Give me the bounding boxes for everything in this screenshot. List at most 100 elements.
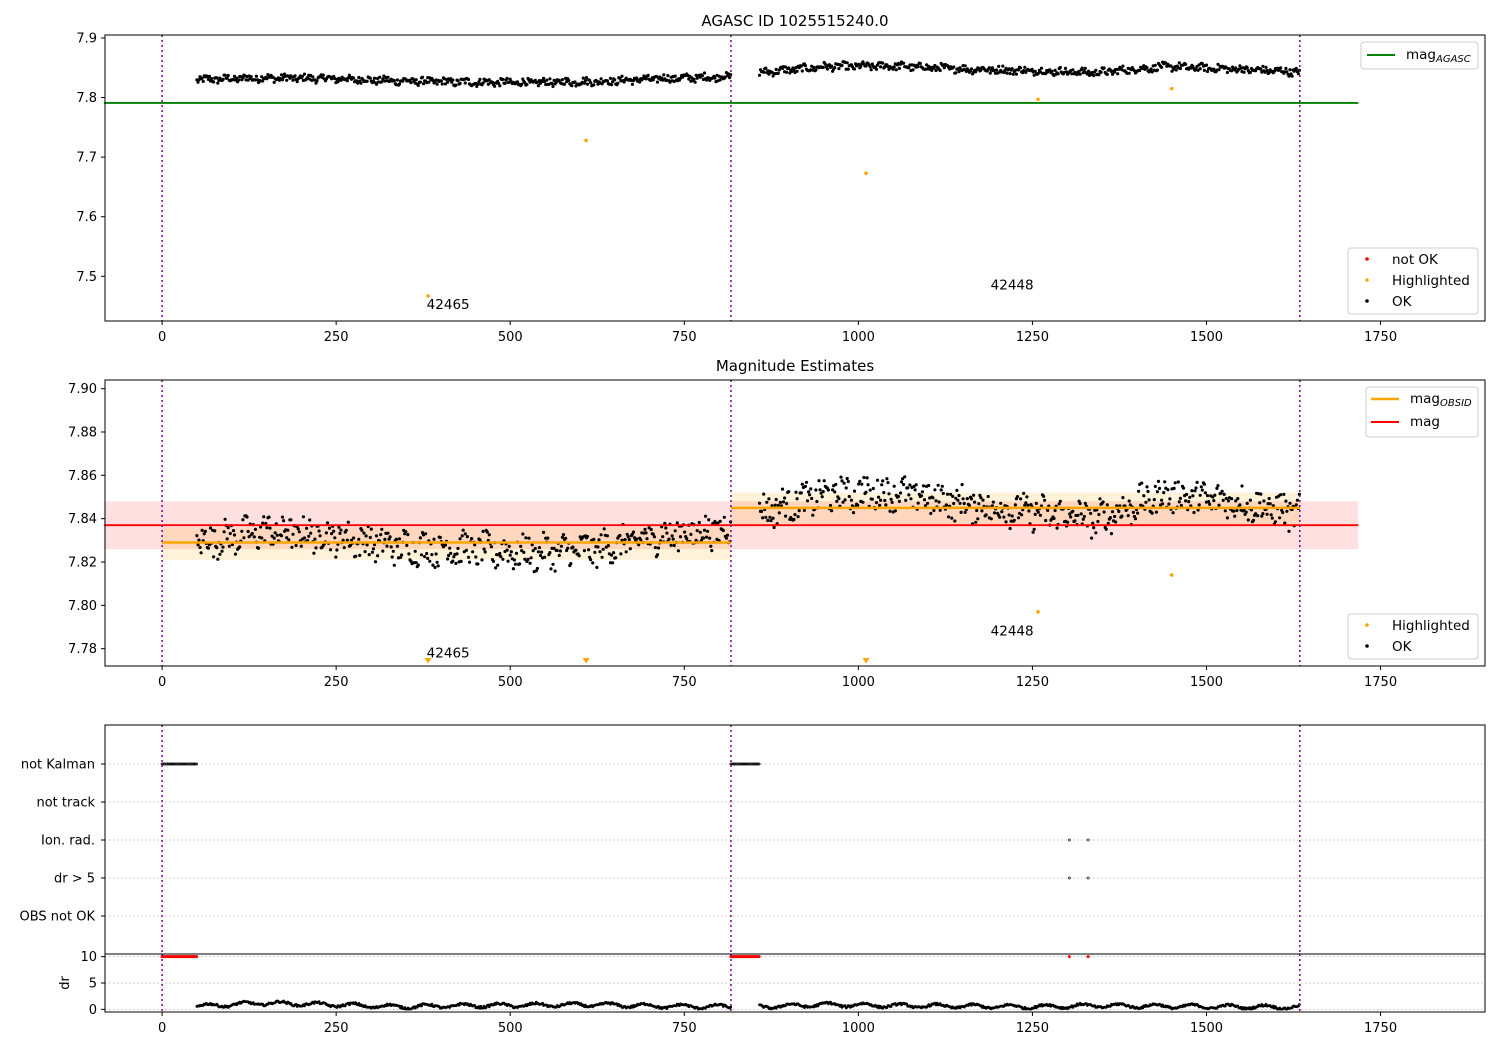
ok-point xyxy=(1097,73,1101,77)
ok-point xyxy=(805,499,810,503)
ok-point xyxy=(991,500,996,504)
ok-point xyxy=(564,536,568,541)
ok-point xyxy=(932,66,936,70)
ok-point xyxy=(644,531,648,535)
ok-point xyxy=(946,515,951,519)
ok-point xyxy=(1113,70,1117,74)
ok-point xyxy=(1217,68,1221,72)
x-tick-label: 500 xyxy=(498,330,523,345)
ok-point xyxy=(357,537,361,541)
ok-point xyxy=(1245,501,1249,505)
ok-point xyxy=(345,538,349,542)
dr-point xyxy=(357,1002,361,1005)
ok-point xyxy=(868,488,872,492)
ok-point xyxy=(545,78,549,82)
ok-point xyxy=(256,546,261,550)
ok-point xyxy=(233,552,238,556)
ok-point xyxy=(237,78,241,82)
ok-point xyxy=(1153,484,1157,488)
ok-point xyxy=(706,529,710,533)
plot-frame xyxy=(104,34,1486,322)
ok-point xyxy=(312,551,316,555)
ok-point xyxy=(551,562,555,566)
ok-point xyxy=(240,529,244,533)
ok-point xyxy=(432,537,436,541)
ok-point xyxy=(208,526,213,530)
ok-point xyxy=(536,550,541,554)
ok-point xyxy=(1249,508,1253,512)
ok-point xyxy=(1283,521,1287,525)
chart-title: AGASC ID 1025515240.0 xyxy=(701,12,888,30)
ok-point xyxy=(560,78,565,82)
ok-point xyxy=(1077,69,1081,74)
ok-point xyxy=(896,494,901,499)
ok-point xyxy=(550,81,554,86)
ok-point xyxy=(1295,498,1299,502)
ok-point xyxy=(519,544,523,549)
ok-point xyxy=(938,508,942,512)
ok-point xyxy=(883,498,887,503)
ok-point xyxy=(535,566,540,571)
ok-point xyxy=(464,548,468,552)
ok-point xyxy=(605,79,610,83)
ok-point xyxy=(485,530,489,534)
ok-point xyxy=(212,80,216,84)
ok-point xyxy=(247,535,251,539)
legend-label-mag-obsid: magOBSID xyxy=(1410,391,1472,409)
ok-point xyxy=(721,528,725,533)
ok-point xyxy=(1091,521,1095,525)
ok-point xyxy=(385,544,389,548)
ok-point xyxy=(787,490,791,494)
ok-point xyxy=(963,510,967,514)
ok-point xyxy=(583,79,588,83)
ok-point xyxy=(585,82,590,86)
ok-point xyxy=(616,81,620,85)
ok-point xyxy=(372,76,377,80)
ok-point xyxy=(1022,69,1026,73)
ok-point xyxy=(1162,491,1166,495)
ok-point xyxy=(1019,66,1023,70)
ok-point xyxy=(232,533,237,537)
ok-point xyxy=(839,475,843,479)
ok-point xyxy=(513,562,518,566)
ok-point xyxy=(352,536,356,540)
ok-point xyxy=(787,66,791,70)
ok-point xyxy=(766,518,770,523)
ok-point xyxy=(768,515,772,519)
ok-point xyxy=(769,519,773,523)
obsid-annotation: 42448 xyxy=(991,277,1034,293)
ok-point xyxy=(868,65,872,69)
ok-point xyxy=(373,560,378,564)
ok-point xyxy=(357,75,361,80)
y-tick-label: 5 xyxy=(89,977,97,992)
ok-point xyxy=(611,80,615,84)
ok-point xyxy=(434,552,438,556)
flag-row-label: OBS not OK xyxy=(20,910,96,925)
ok-point xyxy=(416,563,420,567)
ok-point xyxy=(482,547,486,551)
x-tick-label: 1500 xyxy=(1190,1021,1223,1036)
ok-point xyxy=(618,533,622,538)
flags-panel: not Kalman not track Ion. rad. dr > 5 OBS no… xyxy=(20,724,1486,955)
ok-point xyxy=(327,526,332,530)
ok-point xyxy=(949,492,953,496)
ok-point xyxy=(852,489,857,493)
ok-point xyxy=(1269,513,1273,517)
ok-point xyxy=(1046,508,1050,512)
ok-point xyxy=(1288,68,1292,72)
ok-point xyxy=(1196,508,1200,512)
ok-point xyxy=(1104,527,1108,531)
ok-point xyxy=(501,557,505,561)
ok-point xyxy=(197,538,201,542)
ok-point xyxy=(1000,510,1004,514)
ok-point xyxy=(903,475,907,479)
ok-point xyxy=(291,532,295,536)
ok-point xyxy=(352,76,356,80)
ok-point xyxy=(845,61,849,65)
ok-point xyxy=(512,558,517,562)
ok-point xyxy=(1053,68,1057,72)
y-tick-label: 7.82 xyxy=(68,556,97,571)
ok-point xyxy=(333,536,337,540)
ok-point xyxy=(906,486,910,490)
ok-point xyxy=(814,488,818,492)
